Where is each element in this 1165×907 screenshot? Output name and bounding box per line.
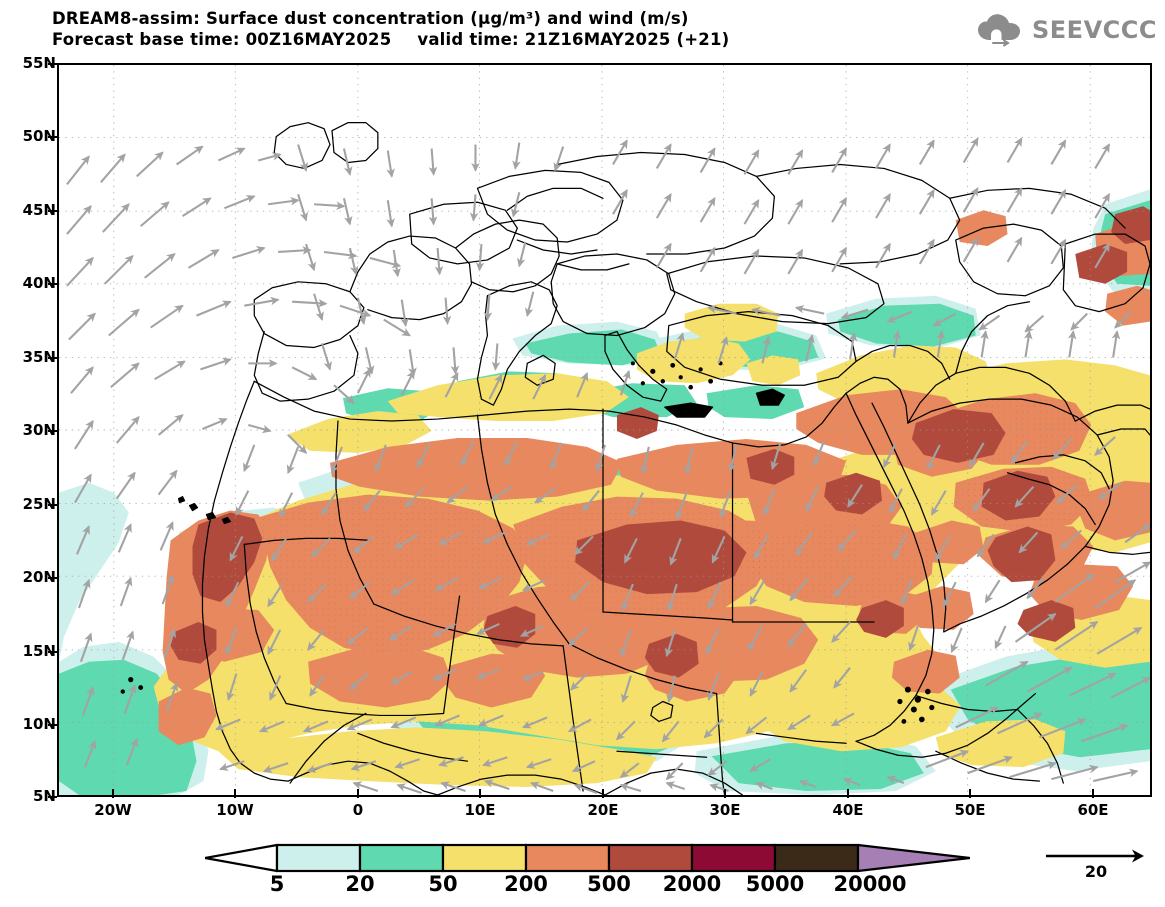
colorbar-label-2000: 2000 (662, 872, 722, 896)
x-axis-label-0: 0 (352, 801, 364, 819)
logo-text: SEEVCCC (1032, 16, 1157, 44)
wind-scale-label: 20 (1084, 862, 1108, 881)
y-axis-label-35n: 35N (22, 348, 56, 366)
wind-scale-arrow-icon (1046, 849, 1144, 863)
concentration-colorbar (203, 843, 972, 873)
y-axis-label-20n: 20N (22, 568, 56, 586)
y-axis-label-30n: 30N (22, 421, 56, 439)
colorbar-swatch-5-20 (358, 843, 445, 873)
forecast-valid-time: valid time: 21Z16MAY2025 (+21) (417, 30, 730, 49)
colorbar-under-arrow (203, 843, 279, 873)
y-axis-label-55n: 55N (22, 54, 56, 72)
dust-concentration-map (59, 65, 1150, 795)
x-axis-label-40e: 40E (832, 801, 864, 819)
colorbar-tick-labels: 5 20 50 200 500 2000 5000 20000 (205, 872, 970, 898)
dust-stipple-texture (258, 393, 1094, 656)
y-axis-label-40n: 40N (22, 274, 56, 292)
y-axis-label-5n: 5N (33, 787, 56, 805)
wind-vector-field (66, 137, 1150, 795)
y-axis-label-25n: 25N (22, 495, 56, 513)
x-axis-label-20w: 20W (94, 801, 132, 819)
colorbar-over-arrow (856, 843, 972, 873)
colorbar-swatch-2000-5000 (773, 843, 860, 873)
map-gridlines (59, 65, 1150, 795)
figure-title-line-2: Forecast base time: 00Z16MAY2025 valid ti… (52, 29, 972, 50)
colorbar-swatch-0-5 (275, 843, 362, 873)
x-axis-label-10w: 10W (216, 801, 254, 819)
x-axis-label-30e: 30E (709, 801, 741, 819)
map-plot-area (57, 63, 1152, 797)
seevccc-logo: SEEVCCC (977, 10, 1157, 50)
colorbar-swatch-50-200 (524, 843, 611, 873)
colorbar-swatch-500-2000 (690, 843, 777, 873)
figure-title-block: DREAM8-assim: Surface dust concentration… (52, 8, 972, 50)
colorbar-swatches (203, 843, 972, 873)
colorbar-label-20: 20 (345, 872, 375, 896)
colorbar-label-20000: 20000 (833, 872, 907, 896)
colorbar-label-5000: 5000 (745, 872, 805, 896)
figure-title-line-1: DREAM8-assim: Surface dust concentration… (52, 9, 689, 28)
cloud-icon (978, 14, 1020, 47)
y-axis-label-10n: 10N (22, 715, 56, 733)
colorbar-swatch-200-500 (607, 843, 694, 873)
colorbar-swatch-20-50 (441, 843, 528, 873)
x-axis-label-20e: 20E (587, 801, 619, 819)
x-axis-label-50e: 50E (954, 801, 986, 819)
wind-vector-scale: 20 (1040, 845, 1152, 891)
colorbar-label-200: 200 (504, 872, 548, 896)
colorbar-label-5: 5 (269, 872, 285, 896)
colorbar-label-500: 500 (587, 872, 631, 896)
y-axis-label-45n: 45N (22, 201, 56, 219)
forecast-base-time: Forecast base time: 00Z16MAY2025 (52, 30, 392, 49)
x-axis-label-60e: 60E (1077, 801, 1109, 819)
y-axis-label-50n: 50N (22, 127, 56, 145)
colorbar-label-50: 50 (428, 872, 458, 896)
y-axis-label-15n: 15N (22, 642, 56, 660)
x-axis-label-10e: 10E (464, 801, 496, 819)
